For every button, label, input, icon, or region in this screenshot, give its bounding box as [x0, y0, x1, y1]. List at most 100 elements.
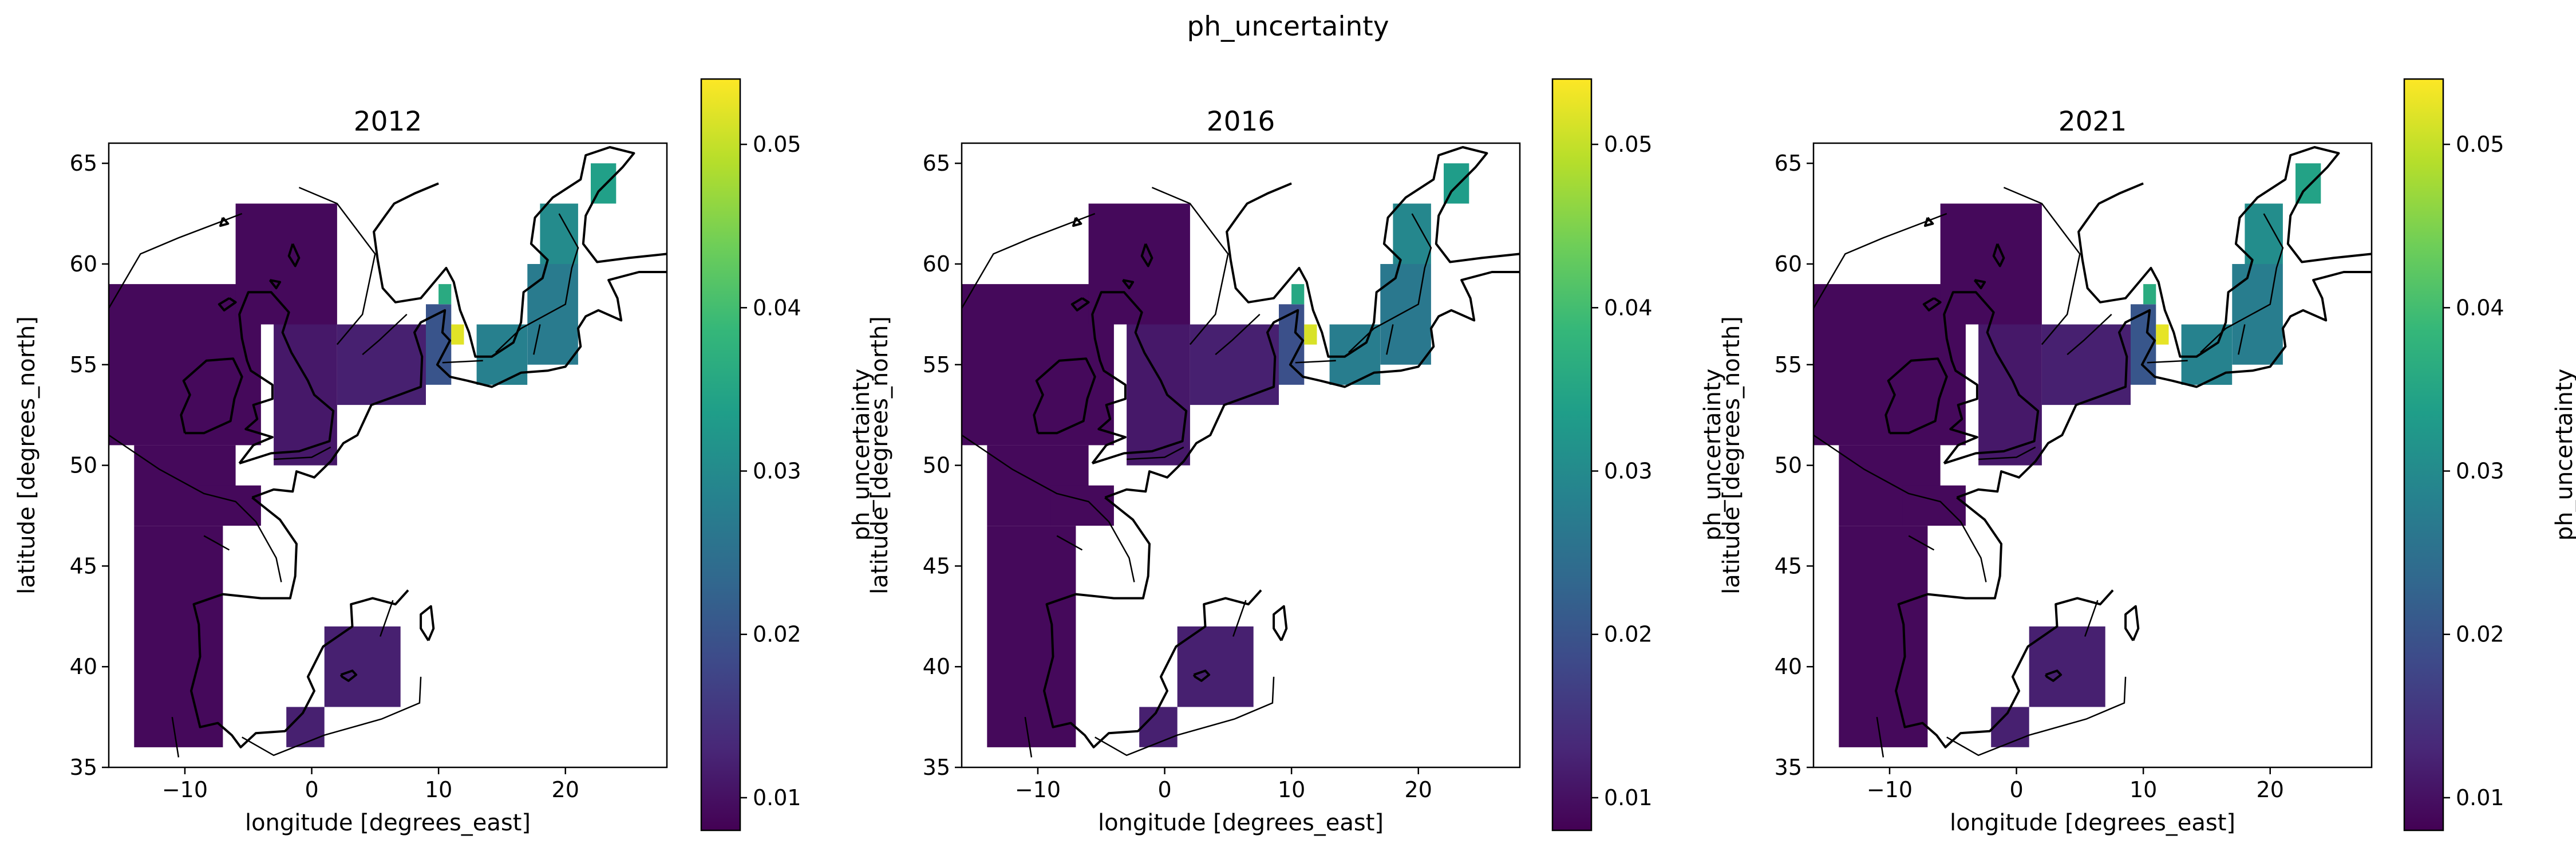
eez-boundary — [961, 434, 1135, 582]
eez-boundary — [1908, 535, 1935, 551]
eez-boundary — [1232, 600, 1247, 637]
grid-cell-region — [1329, 324, 1381, 385]
colorbar-tick-label: 0.02 — [1604, 622, 1653, 647]
eez-boundary — [2084, 600, 2099, 637]
panel-title: 2016 — [1207, 106, 1275, 137]
colorbar-tick-label: 0.05 — [1604, 132, 1653, 157]
eez-boundary — [362, 313, 408, 356]
grid-cell-region — [324, 626, 401, 707]
eez-boundary — [1151, 187, 1229, 345]
eez-boundary — [2067, 313, 2112, 356]
coastline — [1226, 146, 1520, 358]
y-tick-label: 35 — [923, 755, 950, 780]
colorbar: 0.01 0.02 0.03 0.04 0.05 ph_uncertainty — [1551, 78, 1726, 832]
colorbar-gradient — [2403, 78, 2444, 832]
grid-cell-region — [476, 324, 528, 385]
x-tick-label: −10 — [162, 777, 208, 802]
grid-cell-region — [1139, 707, 1178, 747]
coastline — [287, 243, 301, 267]
x-axis-label: longitude [degrees_east] — [1098, 810, 1384, 836]
colorbar-label: ph_uncertainty — [2551, 369, 2576, 541]
y-tick-label: 50 — [70, 453, 97, 478]
eez-boundary — [171, 716, 180, 758]
plot-frame — [1812, 142, 2373, 769]
y-axis-label: latitude [degrees_north] — [14, 316, 40, 594]
coastline-overlay — [961, 146, 1520, 758]
x-tick-label: 10 — [2129, 777, 2157, 802]
colorbar-label: ph_uncertainty — [848, 369, 875, 541]
x-tick-label: 0 — [305, 777, 318, 802]
coastline — [2124, 605, 2140, 641]
grid-cell-region — [2245, 203, 2283, 264]
y-tick-label: 40 — [1775, 654, 1802, 679]
y-tick-label: 60 — [923, 251, 950, 277]
eez-boundary — [2147, 360, 2188, 364]
x-tick-label: −10 — [1867, 777, 1913, 802]
grid-cell-region — [1304, 324, 1317, 345]
eez-boundary — [1095, 676, 1275, 756]
grid-cell-region — [1940, 203, 2042, 325]
coastline-overlay — [1812, 146, 2372, 758]
map-panel-2016: 2016 −10 0 10 20 35 40 45 50 55 60 65 longitude [deg… — [867, 78, 1726, 836]
x-tick-label: 20 — [1405, 777, 1432, 802]
eez-boundary — [1978, 446, 2036, 460]
grid-cell-region — [2181, 324, 2233, 385]
coastline — [1033, 357, 1096, 435]
grid-cell-region — [1190, 324, 1279, 405]
eez-boundary — [1386, 324, 1394, 355]
x-tick-label: −10 — [1015, 777, 1061, 802]
colorbar-tick-label: 0.04 — [2456, 295, 2504, 320]
grid-cell-region — [438, 284, 452, 305]
y-tick-label: 60 — [70, 251, 97, 277]
colorbar: 0.01 0.02 0.03 0.04 0.05 ph_uncertainty — [700, 78, 875, 832]
colorbar-tick-label: 0.04 — [1604, 295, 1653, 320]
eez-boundary — [2238, 324, 2246, 355]
colorbar-tick-label: 0.02 — [753, 622, 801, 647]
y-tick-label: 45 — [923, 553, 950, 578]
grid-cell-region — [2029, 626, 2105, 707]
colorbar-gradient — [1551, 78, 1593, 832]
grid-cell-region — [1291, 284, 1305, 305]
uncertainty-grid — [962, 163, 1469, 747]
grid-cell-region — [1177, 626, 1254, 707]
grid-cell-region — [2156, 324, 2169, 345]
eez-boundary — [533, 324, 541, 355]
grid-cell-region — [1978, 324, 2042, 466]
grid-cell-region — [987, 526, 1076, 747]
y-tick-label: 65 — [923, 151, 950, 176]
uncertainty-grid — [1814, 163, 2321, 747]
eez-boundary — [108, 212, 243, 309]
y-tick-label: 40 — [70, 654, 97, 679]
eez-boundary — [1813, 434, 1987, 582]
coastline — [373, 146, 667, 358]
x-tick-label: 10 — [1278, 777, 1305, 802]
colorbar-tick-label: 0.02 — [2456, 622, 2504, 647]
eez-boundary — [1876, 716, 1884, 758]
colorbar-gradient — [700, 78, 741, 832]
y-tick-label: 55 — [1775, 352, 1802, 377]
coastline — [190, 497, 409, 748]
coastline — [1104, 271, 1520, 499]
grid-cell-region — [540, 203, 578, 264]
eez-boundary — [108, 434, 282, 582]
plot-frame — [108, 142, 668, 769]
y-tick-label: 45 — [1775, 553, 1802, 578]
coastline — [1956, 271, 2372, 499]
coastline — [1043, 497, 1262, 748]
y-tick-label: 50 — [923, 453, 950, 478]
coastline — [420, 605, 435, 641]
grid-cell-region — [2041, 324, 2131, 405]
panel-title: 2012 — [354, 106, 422, 137]
y-tick-label: 35 — [70, 755, 97, 780]
plot-frame — [961, 142, 1521, 769]
eez-boundary — [2200, 213, 2284, 353]
x-tick-label: 0 — [1157, 777, 1171, 802]
map-panel-2021: 2021 −10 0 10 20 35 40 45 50 55 60 65 longitude [deg… — [1718, 78, 2576, 836]
x-tick-label: 0 — [2009, 777, 2023, 802]
eez-boundary — [1024, 716, 1033, 758]
x-tick-label: 20 — [552, 777, 579, 802]
colorbar-tick-label: 0.03 — [1604, 459, 1653, 484]
x-tick-label: 20 — [2257, 777, 2284, 802]
x-axis-label: longitude [degrees_east] — [1950, 810, 2235, 836]
y-tick-label: 65 — [1775, 151, 1802, 176]
